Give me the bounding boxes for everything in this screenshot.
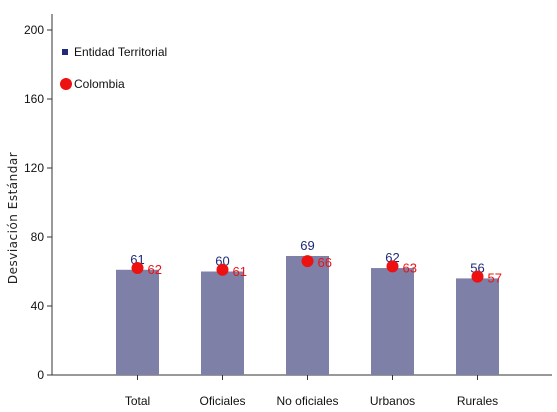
- y-tick-label: 80: [31, 230, 45, 244]
- y-tick-label: 200: [24, 23, 44, 37]
- bar-4: [371, 268, 414, 375]
- point-3: [301, 255, 314, 268]
- bar-2: [201, 271, 244, 375]
- point-value-label: 63: [403, 260, 417, 275]
- point-1: [131, 262, 144, 275]
- legend-marker-colombia: [60, 78, 72, 90]
- point-5: [471, 270, 484, 283]
- bar-value-label: 69: [300, 238, 314, 253]
- bar-value-label: 60: [215, 254, 229, 269]
- bar-value-label: 61: [130, 252, 144, 267]
- legend-swatch-entidad: [62, 49, 68, 55]
- point-value-label: 62: [148, 262, 162, 277]
- y-tick-label: 40: [31, 299, 45, 313]
- point-value-label: 57: [488, 271, 502, 286]
- category-label: Rurales: [457, 394, 498, 408]
- bar-3: [286, 255, 329, 375]
- category-label: No oficiales: [276, 394, 338, 408]
- point-2: [216, 263, 229, 276]
- legend-label-entidad: Entidad Territorial: [74, 45, 167, 59]
- category-label: Total: [125, 394, 150, 408]
- category-label: Urbanos: [370, 394, 415, 408]
- y-tick-label: 120: [24, 161, 44, 175]
- point-4: [386, 260, 399, 273]
- point-value-label: 61: [233, 264, 247, 279]
- bar-5: [456, 278, 499, 375]
- bar-value-label: 56: [470, 260, 484, 275]
- category-label: Oficiales: [199, 394, 245, 408]
- legend: Entidad Territorial Colombia: [60, 45, 167, 91]
- bar-value-label: 62: [385, 250, 399, 265]
- y-tick-label: 160: [24, 92, 44, 106]
- y-tick-label: 0: [37, 368, 44, 382]
- point-value-label: 66: [318, 255, 332, 270]
- y-axis-label: Desviación Estándar: [6, 152, 20, 284]
- legend-label-colombia: Colombia: [74, 77, 125, 91]
- bar-1: [116, 269, 159, 375]
- plot-area: 0 40 80 120 160 200 61 62 Total 60 61 Oficiales 69 66…: [24, 14, 552, 408]
